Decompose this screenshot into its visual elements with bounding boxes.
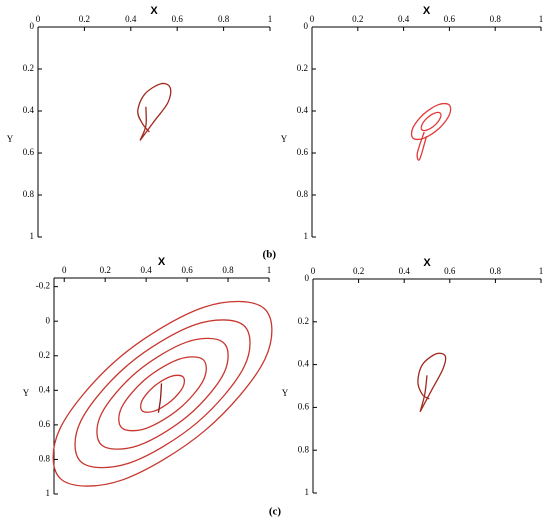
y-tick-label: 0.6	[298, 401, 310, 411]
y-tick-label: 0.4	[298, 359, 310, 369]
y-tick-label: 0.8	[298, 444, 310, 454]
trajectory	[140, 374, 186, 413]
y-tick-label: 0.2	[39, 350, 50, 360]
y-tick-label: 0.2	[298, 316, 309, 326]
y-axis-title: Y	[281, 134, 288, 144]
trajectory	[420, 111, 442, 132]
y-axis-title: Y	[282, 388, 289, 398]
x-tick-label: 0.8	[222, 265, 234, 275]
x-axis-title: X	[158, 256, 166, 268]
x-tick-label: 0.6	[444, 266, 456, 276]
trajectory	[137, 82, 172, 141]
y-tick-label: -0.2	[36, 281, 50, 291]
y-tick-label: 0.8	[297, 189, 309, 199]
x-tick-label: 0.2	[79, 14, 90, 24]
panel-caption: (c)	[269, 506, 282, 518]
y-tick-label: 1	[305, 487, 310, 497]
trajectory	[410, 102, 452, 141]
y-tick-label: 0	[30, 21, 35, 31]
trajectory	[419, 375, 428, 412]
y-tick-label: 0	[304, 21, 309, 31]
x-tick-label: 0.2	[353, 266, 364, 276]
x-tick-label: 0.2	[352, 14, 363, 24]
x-tick-label: 0.8	[218, 14, 230, 24]
y-tick-label: 0	[46, 315, 51, 325]
trajectory	[157, 383, 163, 413]
trajectory	[139, 106, 147, 141]
y-tick-label: 0.6	[23, 147, 35, 157]
panel-caption: (b)	[263, 249, 277, 261]
trajectory	[118, 356, 207, 432]
y-axis-title: Y	[7, 134, 14, 144]
x-axis-title: X	[150, 5, 158, 17]
x-tick-label: 0.6	[444, 14, 456, 24]
x-axis-title: X	[423, 257, 431, 269]
x-tick-label: 0.2	[100, 265, 111, 275]
x-tick-label: 0	[311, 266, 316, 276]
x-axis-title: X	[423, 5, 431, 17]
x-tick-label: 1	[539, 266, 544, 276]
y-tick-label: 0.6	[39, 419, 51, 429]
x-tick-label: 0	[310, 14, 315, 24]
y-tick-label: 0	[305, 273, 310, 283]
y-tick-label: 0.2	[23, 63, 34, 73]
x-tick-label: 0.6	[181, 265, 193, 275]
trajectory	[74, 319, 251, 469]
x-tick-label: 0	[36, 14, 41, 24]
x-tick-label: 0	[62, 265, 67, 275]
y-axis-title: Y	[23, 388, 30, 398]
y-tick-label: 0.6	[297, 147, 309, 157]
x-tick-label: 0.4	[398, 14, 410, 24]
y-tick-label: 0.4	[39, 384, 51, 394]
y-tick-label: 1	[304, 231, 309, 241]
y-tick-label: 1	[46, 488, 51, 498]
x-tick-label: 0.8	[490, 266, 502, 276]
y-tick-label: 0.4	[23, 105, 35, 115]
x-tick-label: 0.6	[172, 14, 184, 24]
trajectory	[52, 300, 273, 487]
y-tick-label: 0.8	[39, 454, 51, 464]
trajectory	[416, 131, 428, 161]
y-tick-label: 0.8	[23, 189, 35, 199]
trajectory	[417, 352, 447, 412]
x-tick-label: 1	[268, 14, 273, 24]
y-tick-label: 0.4	[297, 105, 309, 115]
y-tick-label: 1	[30, 231, 35, 241]
x-tick-label: 1	[267, 265, 272, 275]
x-tick-label: 0.4	[125, 14, 137, 24]
x-tick-label: 0.4	[399, 266, 411, 276]
x-tick-label: 0.8	[490, 14, 502, 24]
x-tick-label: 0.4	[141, 265, 153, 275]
trajectory	[96, 337, 229, 450]
y-tick-label: 0.2	[297, 63, 308, 73]
x-tick-label: 1	[539, 14, 544, 24]
